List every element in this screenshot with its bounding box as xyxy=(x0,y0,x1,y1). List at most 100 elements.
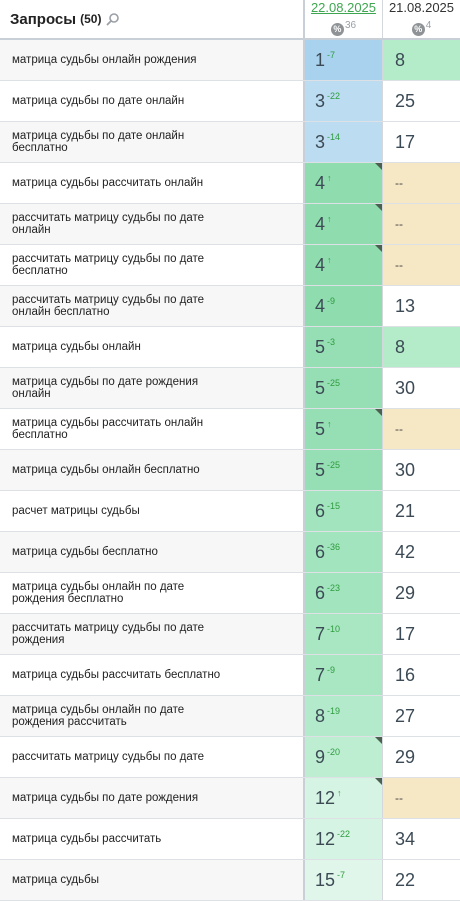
position-cell-current[interactable]: 15 -7 xyxy=(303,860,383,900)
query-cell[interactable]: матрица судьбы по дате рождения онлайн xyxy=(0,368,303,408)
position-value: 5 xyxy=(315,418,326,439)
position-cell-current[interactable]: 6 -36 xyxy=(303,532,383,572)
table-row: рассчитать матрицу судьбы по дате онлайн… xyxy=(0,286,460,327)
position-change: ↑ xyxy=(327,214,332,224)
query-cell[interactable]: матрица судьбы бесплатно xyxy=(0,532,303,572)
table-row: матрица судьбы 15 -7 22 xyxy=(0,860,460,901)
percent-icon: % xyxy=(411,22,425,36)
position-cell-previous[interactable]: -- xyxy=(383,409,460,449)
position-cell-previous[interactable]: 27 xyxy=(383,696,460,736)
position-cell-current[interactable]: 7 -10 xyxy=(303,614,383,654)
position-cell-current[interactable]: 6 -23 xyxy=(303,573,383,613)
query-cell[interactable]: рассчитать матрицу судьбы по дате беспла… xyxy=(0,245,303,285)
position-cell-current[interactable]: 3 -22 xyxy=(303,81,383,121)
query-cell[interactable]: матрица судьбы рассчитать онлайн xyxy=(0,163,303,203)
query-cell[interactable]: расчет матрицы судьбы xyxy=(0,491,303,531)
position-cell-current[interactable]: 12 ↑ xyxy=(303,778,383,818)
position-cell-current[interactable]: 4 ↑ xyxy=(303,245,383,285)
query-cell[interactable]: матрица судьбы xyxy=(0,860,303,900)
position-cell-current[interactable]: 6 -15 xyxy=(303,491,383,531)
position-cell-previous[interactable]: 13 xyxy=(383,286,460,326)
position-value-previous: 30 xyxy=(395,377,416,398)
position-cell-previous[interactable]: 22 xyxy=(383,860,460,900)
position-cell-previous[interactable]: 17 xyxy=(383,122,460,162)
query-cell[interactable]: матрица судьбы по дате онлайн бесплатно xyxy=(0,122,303,162)
position-cell-previous[interactable]: 8 xyxy=(383,40,460,80)
position-value: 4 xyxy=(315,295,326,316)
position-change: -7 xyxy=(327,50,336,60)
position-cell-current[interactable]: 9 -20 xyxy=(303,737,383,777)
query-cell[interactable]: матрица судьбы онлайн по дате рождения р… xyxy=(0,696,303,736)
query-cell[interactable]: матрица судьбы онлайн xyxy=(0,327,303,367)
position-cell-current[interactable]: 3 -14 xyxy=(303,122,383,162)
query-text: матрица судьбы рассчитать онлайн xyxy=(12,177,204,189)
position-cell-current[interactable]: 5 ↑ xyxy=(303,409,383,449)
position-cell-current[interactable]: 4 ↑ xyxy=(303,163,383,203)
position-value-previous: 8 xyxy=(395,336,406,357)
position-value-previous: 8 xyxy=(395,49,406,70)
query-cell[interactable]: рассчитать матрицу судьбы по дате xyxy=(0,737,303,777)
position-value-previous: 42 xyxy=(395,541,416,562)
position-cell-previous[interactable]: 17 xyxy=(383,614,460,654)
position-cell-current[interactable]: 1 -7 xyxy=(303,40,383,80)
table-row: матрица судьбы рассчитать 12 -22 34 xyxy=(0,819,460,860)
table-header: Запросы (50) 22.08.2025 % 36 21.08.2025 … xyxy=(0,0,460,40)
table-row: рассчитать матрицу судьбы по дате онлайн… xyxy=(0,204,460,245)
position-cell-previous[interactable]: 29 xyxy=(383,573,460,613)
query-text: матрица судьбы бесплатно xyxy=(12,546,158,558)
query-cell[interactable]: матрица судьбы онлайн по дате рождения б… xyxy=(0,573,303,613)
position-cell-previous[interactable]: -- xyxy=(383,245,460,285)
position-cell-previous[interactable]: -- xyxy=(383,163,460,203)
position-change: -19 xyxy=(327,706,341,716)
position-cell-previous[interactable]: 21 xyxy=(383,491,460,531)
search-icon[interactable] xyxy=(106,12,120,26)
position-cell-previous[interactable]: -- xyxy=(383,778,460,818)
position-cell-previous[interactable]: 8 xyxy=(383,327,460,367)
query-cell[interactable]: матрица судьбы рассчитать онлайн бесплат… xyxy=(0,409,303,449)
query-text: рассчитать матрицу судьбы по дате xyxy=(12,751,205,763)
position-change: ↑ xyxy=(327,255,332,265)
position-cell-current[interactable]: 8 -19 xyxy=(303,696,383,736)
position-cell-previous[interactable]: 34 xyxy=(383,819,460,859)
position-cell-current[interactable]: 5 -25 xyxy=(303,368,383,408)
position-cell-previous[interactable]: -- xyxy=(383,204,460,244)
query-cell[interactable]: матрица судьбы рассчитать бесплатно xyxy=(0,655,303,695)
query-cell[interactable]: матрица судьбы онлайн рождения xyxy=(0,40,303,80)
position-cell-current[interactable]: 7 -9 xyxy=(303,655,383,695)
queries-column-header[interactable]: Запросы (50) xyxy=(0,0,303,38)
corner-marker-icon xyxy=(375,163,382,170)
position-cell-previous[interactable]: 30 xyxy=(383,368,460,408)
position-value: 8 xyxy=(315,705,326,726)
query-cell[interactable]: рассчитать матрицу судьбы по дате рожден… xyxy=(0,614,303,654)
date-label-previous[interactable]: 21.08.2025 xyxy=(388,0,455,15)
table-row: рассчитать матрицу судьбы по дате рожден… xyxy=(0,614,460,655)
position-cell-current[interactable]: 4 -9 xyxy=(303,286,383,326)
query-text: матрица судьбы рассчитать xyxy=(12,833,162,845)
date-column-header-previous[interactable]: 21.08.2025 % 4 xyxy=(383,0,460,38)
query-cell[interactable]: рассчитать матрицу судьбы по дате онлайн xyxy=(0,204,303,244)
position-cell-previous[interactable]: 42 xyxy=(383,532,460,572)
position-value: 4 xyxy=(315,172,326,193)
query-text: расчет матрицы судьбы xyxy=(12,505,140,517)
position-value: 7 xyxy=(315,664,326,685)
query-cell[interactable]: матрица судьбы онлайн бесплатно xyxy=(0,450,303,490)
position-value-previous: 17 xyxy=(395,623,416,644)
position-cell-current[interactable]: 5 -25 xyxy=(303,450,383,490)
position-cell-current[interactable]: 12 -22 xyxy=(303,819,383,859)
position-cell-previous[interactable]: 16 xyxy=(383,655,460,695)
position-cell-current[interactable]: 4 ↑ xyxy=(303,204,383,244)
query-cell[interactable]: матрица судьбы по дате онлайн xyxy=(0,81,303,121)
date-link-current[interactable]: 22.08.2025 xyxy=(310,0,377,15)
query-text: матрица судьбы по дате онлайн бесплатно xyxy=(12,130,185,154)
position-value: 5 xyxy=(315,336,326,357)
query-text: матрица судьбы онлайн бесплатно xyxy=(12,464,200,476)
position-cell-previous[interactable]: 30 xyxy=(383,450,460,490)
position-cell-previous[interactable]: 25 xyxy=(383,81,460,121)
table-row: матрица судьбы по дате рождения онлайн 5-… xyxy=(0,368,460,409)
query-cell[interactable]: матрица судьбы рассчитать xyxy=(0,819,303,859)
query-cell[interactable]: рассчитать матрицу судьбы по дате онлайн… xyxy=(0,286,303,326)
query-cell[interactable]: матрица судьбы по дате рождения xyxy=(0,778,303,818)
position-cell-previous[interactable]: 29 xyxy=(383,737,460,777)
date-column-header-current[interactable]: 22.08.2025 % 36 xyxy=(303,0,383,38)
position-cell-current[interactable]: 5 -3 xyxy=(303,327,383,367)
